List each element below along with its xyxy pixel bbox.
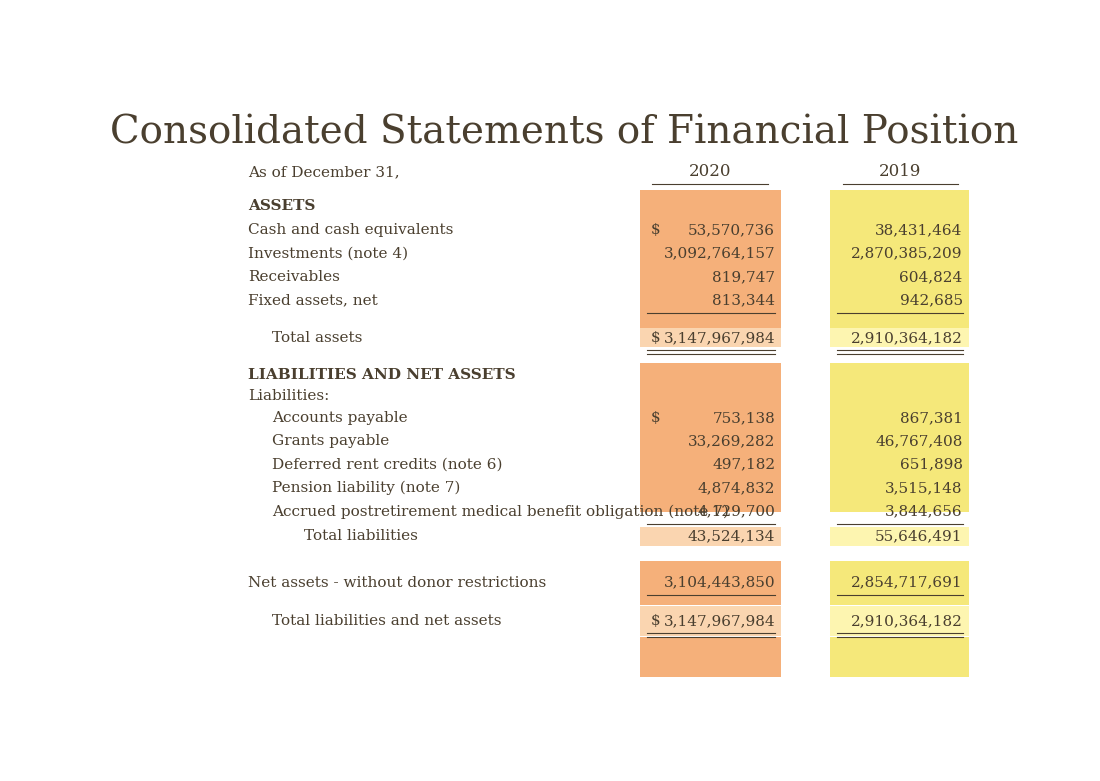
- Text: 3,104,443,850: 3,104,443,850: [663, 576, 775, 590]
- Text: ASSETS: ASSETS: [249, 199, 316, 213]
- Bar: [829, 190, 969, 346]
- Bar: [829, 328, 969, 348]
- Bar: [829, 561, 969, 604]
- Text: 3,515,148: 3,515,148: [886, 481, 962, 495]
- Text: Total assets: Total assets: [272, 331, 363, 345]
- Text: 819,747: 819,747: [712, 270, 776, 284]
- Text: Deferred rent credits (note 6): Deferred rent credits (note 6): [272, 458, 503, 472]
- Text: 753,138: 753,138: [713, 411, 776, 425]
- Text: 942,685: 942,685: [900, 294, 962, 308]
- Bar: [829, 606, 969, 637]
- Text: As of December 31,: As of December 31,: [249, 165, 400, 179]
- Text: Accrued postretirement medical benefit obligation (note 7): Accrued postretirement medical benefit o…: [272, 505, 729, 519]
- Text: 2,910,364,182: 2,910,364,182: [850, 331, 962, 345]
- Bar: [640, 637, 781, 677]
- Text: Net assets - without donor restrictions: Net assets - without donor restrictions: [249, 576, 547, 590]
- Text: 3,147,967,984: 3,147,967,984: [663, 331, 775, 345]
- Text: 55,646,491: 55,646,491: [876, 530, 962, 544]
- Text: 2,870,385,209: 2,870,385,209: [851, 247, 962, 261]
- Text: 4,874,832: 4,874,832: [697, 481, 775, 495]
- Text: $: $: [651, 411, 660, 425]
- Bar: [829, 526, 969, 546]
- Text: Fixed assets, net: Fixed assets, net: [249, 294, 378, 308]
- Bar: [640, 362, 781, 512]
- Text: 4,129,700: 4,129,700: [697, 505, 775, 519]
- Text: $: $: [651, 331, 660, 345]
- Text: 604,824: 604,824: [900, 270, 962, 284]
- Text: Grants payable: Grants payable: [272, 434, 389, 448]
- Text: $: $: [651, 614, 660, 628]
- Text: 813,344: 813,344: [712, 294, 776, 308]
- Text: 38,431,464: 38,431,464: [876, 223, 962, 237]
- Text: 651,898: 651,898: [900, 458, 962, 472]
- Text: 53,570,736: 53,570,736: [689, 223, 776, 237]
- Bar: [640, 561, 781, 604]
- Text: 3,844,656: 3,844,656: [886, 505, 962, 519]
- Text: 43,524,134: 43,524,134: [688, 530, 776, 544]
- Text: 3,092,764,157: 3,092,764,157: [663, 247, 775, 261]
- Text: $: $: [651, 223, 660, 237]
- Text: Accounts payable: Accounts payable: [272, 411, 408, 425]
- Text: 497,182: 497,182: [712, 458, 776, 472]
- Text: 33,269,282: 33,269,282: [688, 434, 776, 448]
- Bar: [640, 328, 781, 348]
- Text: Total liabilities: Total liabilities: [304, 530, 418, 544]
- Bar: [640, 526, 781, 546]
- Text: 2,910,364,182: 2,910,364,182: [850, 614, 962, 628]
- Text: LIABILITIES AND NET ASSETS: LIABILITIES AND NET ASSETS: [249, 368, 516, 382]
- Text: 2020: 2020: [689, 163, 732, 180]
- Text: Investments (note 4): Investments (note 4): [249, 247, 408, 261]
- Text: 46,767,408: 46,767,408: [876, 434, 962, 448]
- Bar: [640, 606, 781, 637]
- Text: 3,147,967,984: 3,147,967,984: [663, 614, 775, 628]
- Text: Cash and cash equivalents: Cash and cash equivalents: [249, 223, 453, 237]
- Text: 867,381: 867,381: [900, 411, 962, 425]
- Text: 2,854,717,691: 2,854,717,691: [851, 576, 962, 590]
- Bar: [640, 190, 781, 346]
- Bar: [829, 637, 969, 677]
- Text: Receivables: Receivables: [249, 270, 340, 284]
- Text: Total liabilities and net assets: Total liabilities and net assets: [272, 614, 502, 628]
- Text: Liabilities:: Liabilities:: [249, 389, 330, 403]
- Text: Pension liability (note 7): Pension liability (note 7): [272, 481, 461, 495]
- Text: Consolidated Statements of Financial Position: Consolidated Statements of Financial Pos…: [110, 115, 1018, 152]
- Text: 2019: 2019: [879, 163, 922, 180]
- Bar: [829, 362, 969, 512]
